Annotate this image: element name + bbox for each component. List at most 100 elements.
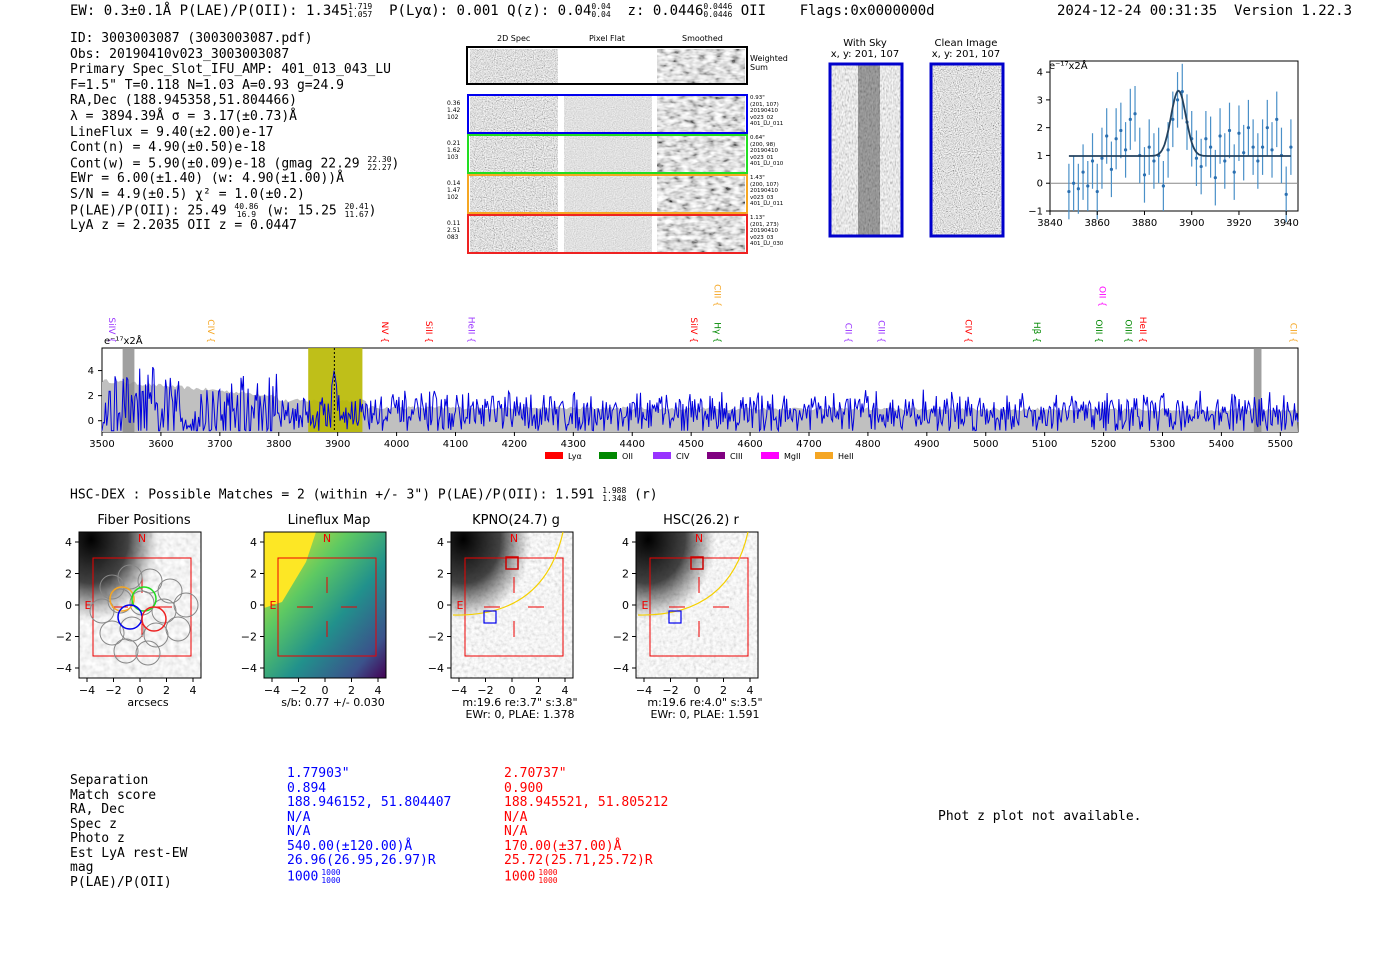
- x-tick-label: 3700: [207, 439, 232, 450]
- match-value: N/A: [287, 824, 311, 839]
- fiber-left-l3: 102: [447, 114, 459, 121]
- cutout-image-2: N E 4 2 0 −2 −4 −4 −2 0 2 4: [428, 531, 574, 697]
- x-tick-label: 3920: [1226, 218, 1251, 229]
- x-tick-label: 4: [747, 684, 754, 697]
- fiber-left-l3: 083: [447, 234, 459, 241]
- qz-lo: 0.04: [591, 10, 611, 19]
- header-z-line: OII: [740, 3, 767, 19]
- emission-line-label: SiIV {: [106, 317, 116, 343]
- east-label: E: [85, 599, 92, 612]
- fiber-left-l2: 2.51: [447, 227, 461, 234]
- y-tick-label: 2: [65, 568, 72, 581]
- data-point: [1289, 145, 1293, 149]
- line-fit-frame: [1049, 60, 1299, 212]
- data-point: [1242, 151, 1246, 155]
- emission-line-label: CIII {: [712, 284, 722, 307]
- match-value: N/A: [504, 809, 528, 825]
- emission-line-label: SiIV {: [688, 317, 698, 343]
- east-label: E: [642, 599, 649, 612]
- z-hi: 0.0446: [703, 2, 733, 11]
- emission-line-label: OII {: [1096, 286, 1106, 307]
- data-point: [1175, 98, 1180, 102]
- fiber-stamp-s2: (200, 98): [750, 141, 776, 148]
- cutout-image-3: N E 4 2 0 −2 −4 −4 −2 0 2 4: [613, 531, 759, 697]
- fiber-frame-1: [467, 134, 748, 174]
- x-tick-label: 2: [163, 684, 170, 697]
- selected-fiber-circle: [131, 586, 157, 612]
- data-point: [1223, 159, 1227, 163]
- clean-image-label: Clean Image: [934, 38, 998, 49]
- data-point: [1246, 126, 1250, 130]
- data-point: [1090, 159, 1095, 163]
- emission-line-label: CII {: [843, 323, 853, 343]
- y-tick-label: −2: [56, 631, 72, 644]
- data-point: [1142, 173, 1147, 177]
- fiber-circle: [113, 638, 139, 664]
- hsc-hi: 1.988: [602, 486, 627, 495]
- fiber-stamp-s1: 1.43": [750, 175, 765, 181]
- galaxy-ellipse: [452, 531, 564, 616]
- selected-fiber-circle: [141, 606, 167, 632]
- plae-mid: (w: 15.25: [258, 203, 337, 219]
- x-tick-label: −4: [636, 684, 652, 697]
- data-point: [1161, 184, 1165, 188]
- x-tick-label: 3840: [1037, 218, 1062, 229]
- emission-line-label: HeII {: [1137, 317, 1147, 343]
- fiber-circle: [117, 564, 143, 590]
- info-obs: Obs: 20190410v023_3003003087: [70, 46, 290, 62]
- match2-values: 2.70737" 0.900 188.945521, 51.805212 N/A N/A…: [504, 766, 668, 884]
- fiber-stamp-s4: v023_03: [750, 194, 774, 201]
- fiber-left-l2: 1.47: [447, 187, 461, 194]
- fiber-stamp-s1: 0.93": [750, 95, 765, 101]
- data-point: [1114, 137, 1118, 141]
- x-tick-label: 5200: [1091, 439, 1116, 450]
- fiber-left-l2: 1.62: [447, 147, 461, 154]
- data-point: [1275, 117, 1279, 121]
- header-version: Version 1.22.3: [1234, 3, 1353, 19]
- x-tick-label: 3600: [148, 439, 173, 450]
- cutout-title-0: Fiber Positions: [97, 513, 191, 528]
- fiber-stamp-s3: 20190410: [750, 228, 778, 234]
- emission-line-label: CIV {: [205, 319, 215, 343]
- y-tick-label: 0: [1037, 179, 1043, 190]
- x-tick-label: 3880: [1132, 218, 1157, 229]
- fiber-stamp-s2: (201, 107): [750, 101, 779, 108]
- data-point: [1072, 181, 1076, 185]
- fiber-stamp-s4: v023_02: [750, 114, 774, 121]
- with-sky-image: [828, 62, 904, 238]
- data-point: [1260, 145, 1265, 149]
- x-tick-label: 0: [322, 684, 329, 697]
- emission-line-label: OIII {: [1122, 319, 1132, 343]
- header-timestamp-block: 2024-12-24 00:31:35 Version 1.22.3: [1057, 3, 1352, 19]
- caption-line-2: EWr: 0, PLAE: 1.378: [465, 708, 575, 721]
- match-value: 25.72(25.71,25.72)R: [504, 853, 653, 868]
- spectrum-line: [101, 366, 1299, 433]
- fiber-smooth-1: [657, 136, 745, 172]
- plae-text: P(LAE)/P(OII): 25.49: [70, 203, 227, 219]
- weighted-sum-label: Weighted Sum: [750, 54, 788, 72]
- cutout-title-2: KPNO(24.7) g: [472, 513, 560, 528]
- bright-source-region: [79, 532, 201, 678]
- fiber-left-l1: 0.14: [447, 180, 461, 187]
- data-point: [1256, 159, 1260, 163]
- line-fit-unit: e⁻¹⁷x2Å: [1049, 61, 1088, 72]
- x-tick-label: 3940: [1273, 218, 1298, 229]
- fiber-circle: [165, 616, 191, 642]
- contw-text: Cont(w) = 5.90(±0.09)e-18 (gmag 22.29: [70, 156, 360, 172]
- contw-end: ): [391, 156, 400, 172]
- data-point: [1119, 128, 1123, 133]
- y-tick-label: −4: [241, 662, 257, 675]
- lineflux-bright: [264, 532, 316, 608]
- match-label: Spec z: [70, 816, 117, 832]
- x-tick-label: 4000: [384, 439, 409, 450]
- legend-label: CIV: [676, 452, 690, 461]
- data-point: [1166, 148, 1170, 152]
- emission-line-label: NV {: [379, 322, 389, 343]
- y-tick-label: −2: [241, 631, 257, 644]
- plae-lo: 1.057: [348, 10, 373, 19]
- x-tick-label: 0: [137, 684, 144, 697]
- legend-swatch: [761, 452, 779, 459]
- emission-line-label: CII {: [1287, 323, 1297, 343]
- fiber-stamp-s3: 20190410: [750, 148, 778, 154]
- header-ew: EW: 0.3±0.1Å P(LAE)/P(OII): 1.345: [70, 3, 349, 19]
